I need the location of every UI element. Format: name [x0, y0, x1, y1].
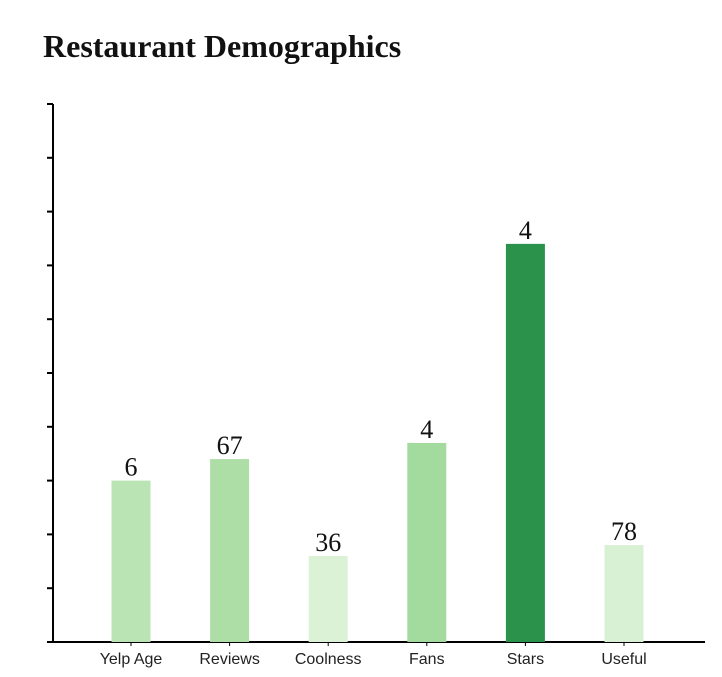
data-label-fans: 4: [420, 415, 433, 444]
bar-stars: [505, 243, 545, 642]
x-tick-label-useful: Useful: [601, 651, 646, 668]
x-tick-label-fans: Fans: [409, 651, 445, 668]
data-label-yelp-age: 6: [125, 453, 138, 482]
y-axis: [47, 103, 54, 643]
bar-useful: [604, 545, 644, 642]
x-tick-label-yelp-age: Yelp Age: [100, 651, 163, 668]
bar-reviews: [210, 459, 250, 642]
data-label-reviews: 67: [217, 431, 243, 460]
x-tick-labels-group: Yelp Age Reviews Coolness Fans Stars Useful: [100, 642, 647, 668]
data-label-coolness: 36: [315, 528, 341, 557]
bar-coolness: [308, 555, 348, 642]
x-tick-label-coolness: Coolness: [295, 651, 362, 668]
bar-fans: [407, 442, 447, 642]
bar-yelp-age: [111, 480, 151, 642]
bars-group: [111, 243, 644, 642]
data-label-stars: 4: [519, 216, 532, 245]
x-tick-label-stars: Stars: [507, 651, 544, 668]
chart-title: Restaurant Demographics: [43, 28, 402, 64]
data-labels-group: 6 67 36 4 4 78: [125, 216, 638, 557]
data-label-useful: 78: [611, 517, 637, 546]
x-tick-label-reviews: Reviews: [199, 651, 259, 668]
